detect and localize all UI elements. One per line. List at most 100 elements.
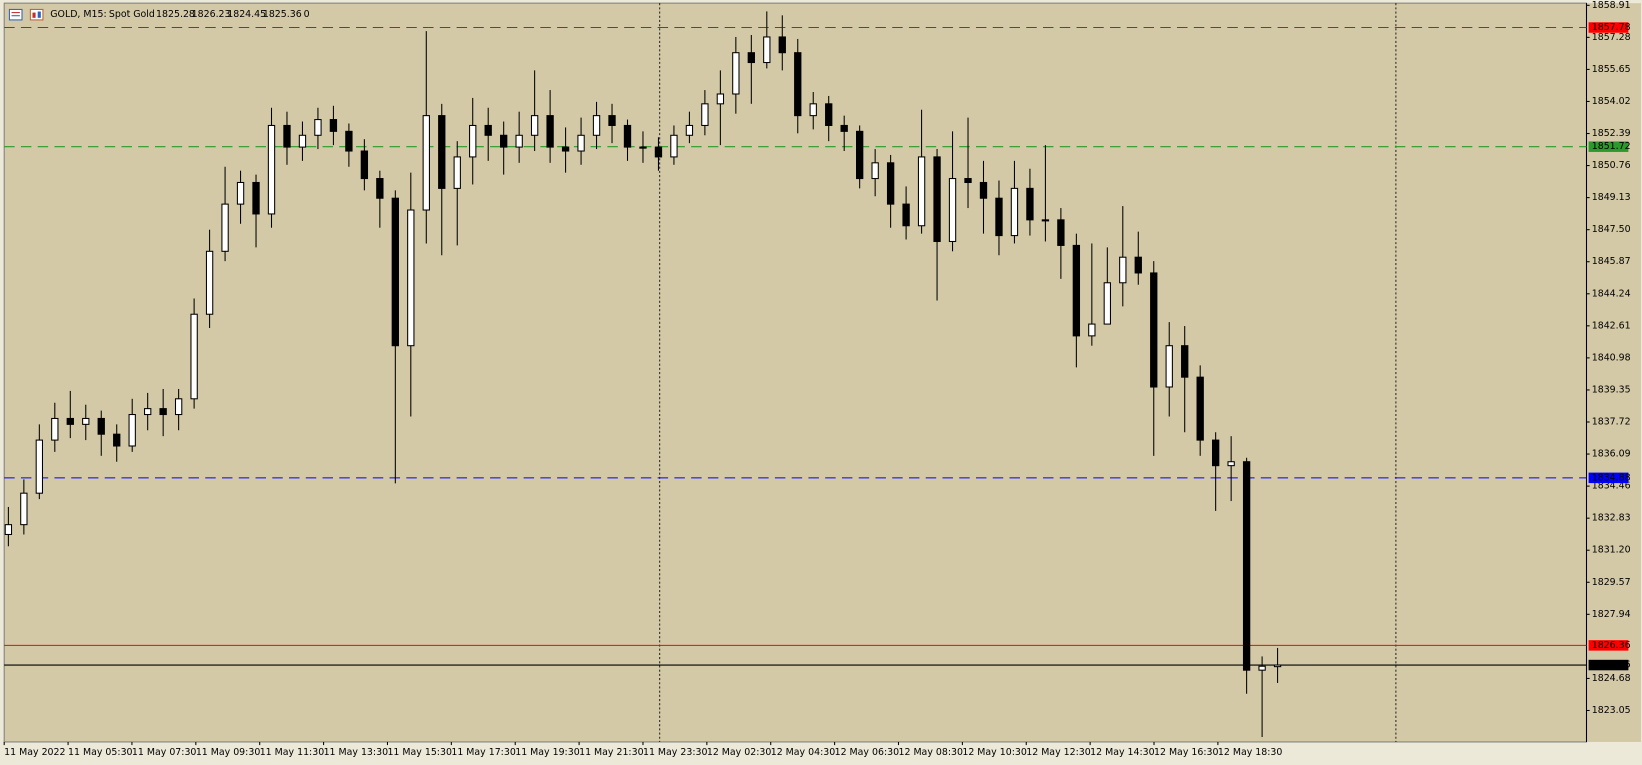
price-tag <box>1588 659 1629 671</box>
candle-body <box>1041 219 1050 222</box>
x-tick-label: 11 May 2022 <box>4 747 65 758</box>
candles <box>4 11 1282 738</box>
candle-body <box>453 156 461 189</box>
candle-body <box>1150 272 1158 388</box>
y-tick-label: 1858.91 <box>1592 0 1631 11</box>
candle-body <box>856 130 864 180</box>
candle-body <box>1196 376 1204 441</box>
y-tick-label: 1831.20 <box>1592 545 1631 556</box>
candle-body <box>66 417 74 425</box>
candle-body <box>1057 219 1065 246</box>
candle-body <box>97 417 105 435</box>
candle-body <box>1181 345 1189 378</box>
y-tick-label: 1857.28 <box>1592 32 1631 43</box>
candle-body <box>298 134 307 148</box>
y-tick-label: 1855.65 <box>1592 64 1631 75</box>
header-low: 1824.45 <box>227 9 266 20</box>
x-tick-label: 12 May 08:30 <box>898 747 962 758</box>
candle-body <box>530 115 539 136</box>
candle-body <box>236 181 245 205</box>
candle-body <box>546 115 554 148</box>
candle-body <box>948 178 957 243</box>
y-tick-label: 1852.39 <box>1592 128 1631 139</box>
y-tick-label: 1832.83 <box>1592 513 1631 524</box>
candle-body <box>1211 439 1220 467</box>
candle-body <box>252 181 260 215</box>
candle-body <box>917 156 926 227</box>
tick-volume: 0 <box>304 9 310 20</box>
candle-body <box>623 124 632 148</box>
candle-body <box>809 103 817 117</box>
candle-body <box>113 433 121 447</box>
candle-body <box>190 313 198 400</box>
candle-body <box>283 124 291 148</box>
icon <box>8 8 23 21</box>
candle-body <box>886 162 895 205</box>
candle-body <box>144 408 152 416</box>
candle-body <box>422 115 430 211</box>
candle-body <box>407 209 415 347</box>
candle-body <box>747 52 755 64</box>
y-tick-label: 1850.76 <box>1592 160 1631 171</box>
candle-body <box>902 203 910 227</box>
price-tag-label: 1826.36 <box>1592 640 1631 651</box>
candle-body <box>1103 282 1111 325</box>
y-tick-label: 1847.50 <box>1592 224 1631 235</box>
candle-body <box>329 119 338 132</box>
candle-body <box>716 93 725 105</box>
candle-body <box>608 115 616 126</box>
x-tick-label: 12 May 14:30 <box>1090 747 1154 758</box>
candle-body <box>794 52 802 117</box>
candle-body <box>500 134 508 148</box>
candle-body <box>469 124 477 158</box>
price-axis <box>1586 3 1641 742</box>
candle-body <box>159 408 167 416</box>
candle-body <box>763 36 771 64</box>
candle-body <box>933 156 941 243</box>
candle-body <box>592 115 601 136</box>
y-tick-label: 1840.98 <box>1592 352 1631 363</box>
icon <box>32 12 36 18</box>
x-tick-label: 12 May 16:30 <box>1154 747 1218 758</box>
candle-body <box>51 417 59 441</box>
candle-body <box>685 124 694 136</box>
y-tick-label: 1842.61 <box>1592 320 1631 331</box>
x-tick-label: 12 May 12:30 <box>1026 747 1090 758</box>
x-tick-label: 11 May 21:30 <box>579 747 643 758</box>
candle-body <box>670 134 678 158</box>
candle-body <box>128 414 136 447</box>
header-icons <box>8 8 44 21</box>
candle-body <box>964 178 972 184</box>
header-open: 1825.28 <box>156 9 195 20</box>
candle-body <box>701 103 709 126</box>
price-tag <box>1588 640 1629 651</box>
candle-body <box>1026 187 1034 221</box>
candle-body <box>391 197 399 347</box>
x-tick-label: 12 May 02:30 <box>707 747 771 758</box>
candle-body <box>438 115 446 189</box>
icon <box>37 11 41 18</box>
price-tag <box>1588 141 1629 152</box>
x-tick-label: 11 May 07:30 <box>132 747 196 758</box>
x-tick-label: 11 May 09:30 <box>196 747 260 758</box>
candle-body <box>577 134 585 152</box>
candle-body <box>314 119 322 136</box>
y-tick-label: 1836.09 <box>1592 449 1631 460</box>
candle-body <box>1134 256 1142 274</box>
candle-body <box>732 52 740 95</box>
y-tick-label: 1837.72 <box>1592 416 1631 427</box>
candle-body <box>267 124 276 215</box>
y-tick-label: 1854.02 <box>1592 96 1631 107</box>
y-tick-label: 1824.68 <box>1592 673 1631 684</box>
price-tag-label: 1857.78 <box>1592 22 1631 33</box>
candle-body <box>1273 664 1282 668</box>
candle-body <box>825 103 833 126</box>
y-tick-label: 1839.35 <box>1592 384 1631 395</box>
candle-body <box>1227 461 1235 467</box>
x-tick-label: 12 May 04:30 <box>771 747 835 758</box>
candle-body <box>484 124 492 136</box>
y-tick-label: 1823.05 <box>1592 705 1631 716</box>
header-high: 1826.23 <box>192 9 231 20</box>
x-tick-label: 11 May 23:30 <box>643 747 707 758</box>
candle-body <box>654 146 663 158</box>
